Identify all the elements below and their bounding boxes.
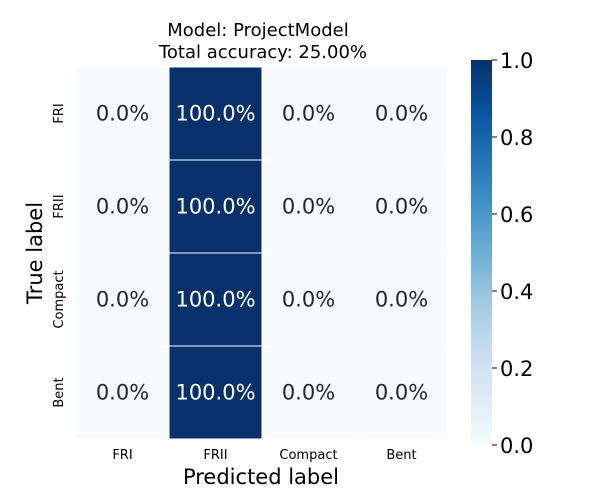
x-axis-tick-labels: FRI FRII Compact Bent — [112, 448, 416, 463]
chart-title-line-1: Model: ProjectModel — [167, 20, 348, 41]
heatmap-cell — [354, 345, 449, 440]
heatmap-cell-label: 0.0% — [282, 288, 335, 312]
colorbar-tick-label: 0.0 — [500, 434, 533, 458]
heatmap-cell-labels: 0.0% 100.0% 0.0% 0.0% 0.0% 100.0% 0.0% 0.0% 0.0%… — [96, 102, 428, 405]
heatmap-cell-label: 0.0% — [375, 195, 428, 219]
y-tick-label: FRII — [52, 194, 67, 218]
heatmap-cell — [75, 345, 170, 440]
heatmap-cells — [75, 66, 449, 440]
heatmap-cell-label: 0.0% — [96, 195, 149, 219]
heatmap-cell — [261, 66, 356, 161]
heatmap-cell-label: 0.0% — [375, 288, 428, 312]
colorbar-tick-label: 0.8 — [500, 126, 533, 150]
heatmap-cell — [168, 345, 263, 440]
x-tick-label: Bent — [386, 448, 416, 463]
heatmap-cell-label: 0.0% — [375, 381, 428, 405]
heatmap-cell-label: 0.0% — [282, 102, 335, 126]
colorbar-tick-label: 0.2 — [500, 357, 533, 381]
heatmap-cell-label: 100.0% — [175, 195, 255, 219]
x-tick-label: FRI — [112, 448, 132, 463]
x-tick-label: FRII — [203, 448, 227, 463]
heatmap-cell — [75, 66, 170, 161]
x-axis-label: Predicted label — [183, 465, 339, 489]
heatmap-cell — [168, 159, 263, 254]
y-tick-label: Compact — [52, 270, 67, 328]
heatmap-cell-label: 0.0% — [282, 195, 335, 219]
colorbar-tick-label: 1.0 — [500, 49, 533, 73]
heatmap-cell — [168, 252, 263, 347]
x-tick-label: Compact — [279, 448, 337, 463]
heatmap-cell — [354, 159, 449, 254]
y-tick-label: FRI — [52, 103, 67, 123]
heatmap-cell — [261, 345, 356, 440]
heatmap-cell-label: 100.0% — [175, 288, 255, 312]
heatmap-cell-label: 0.0% — [96, 381, 149, 405]
y-tick-label: Bent — [52, 377, 67, 407]
heatmap-cell-label: 0.0% — [96, 288, 149, 312]
colorbar-ticks: 0.0 0.2 0.4 0.6 0.8 1.0 — [492, 49, 533, 458]
heatmap-cell-label: 0.0% — [375, 102, 428, 126]
heatmap-cell-label: 0.0% — [282, 381, 335, 405]
y-axis-label: True label — [23, 202, 47, 305]
heatmap-cell — [75, 159, 170, 254]
heatmap-cell-label: 100.0% — [175, 381, 255, 405]
heatmap-cell-label: 100.0% — [175, 102, 255, 126]
colorbar — [471, 60, 492, 445]
chart-title-line-2: Total accuracy: 25.00% — [158, 42, 367, 63]
heatmap-cell — [354, 252, 449, 347]
heatmap-cell — [354, 66, 449, 161]
heatmap-cell — [168, 66, 263, 161]
heatmap-cell-label: 0.0% — [96, 102, 149, 126]
colorbar-tick-label: 0.4 — [500, 280, 533, 304]
colorbar-tick-label: 0.6 — [500, 203, 533, 227]
y-axis-tick-labels: FRI FRII Compact Bent — [52, 103, 67, 407]
